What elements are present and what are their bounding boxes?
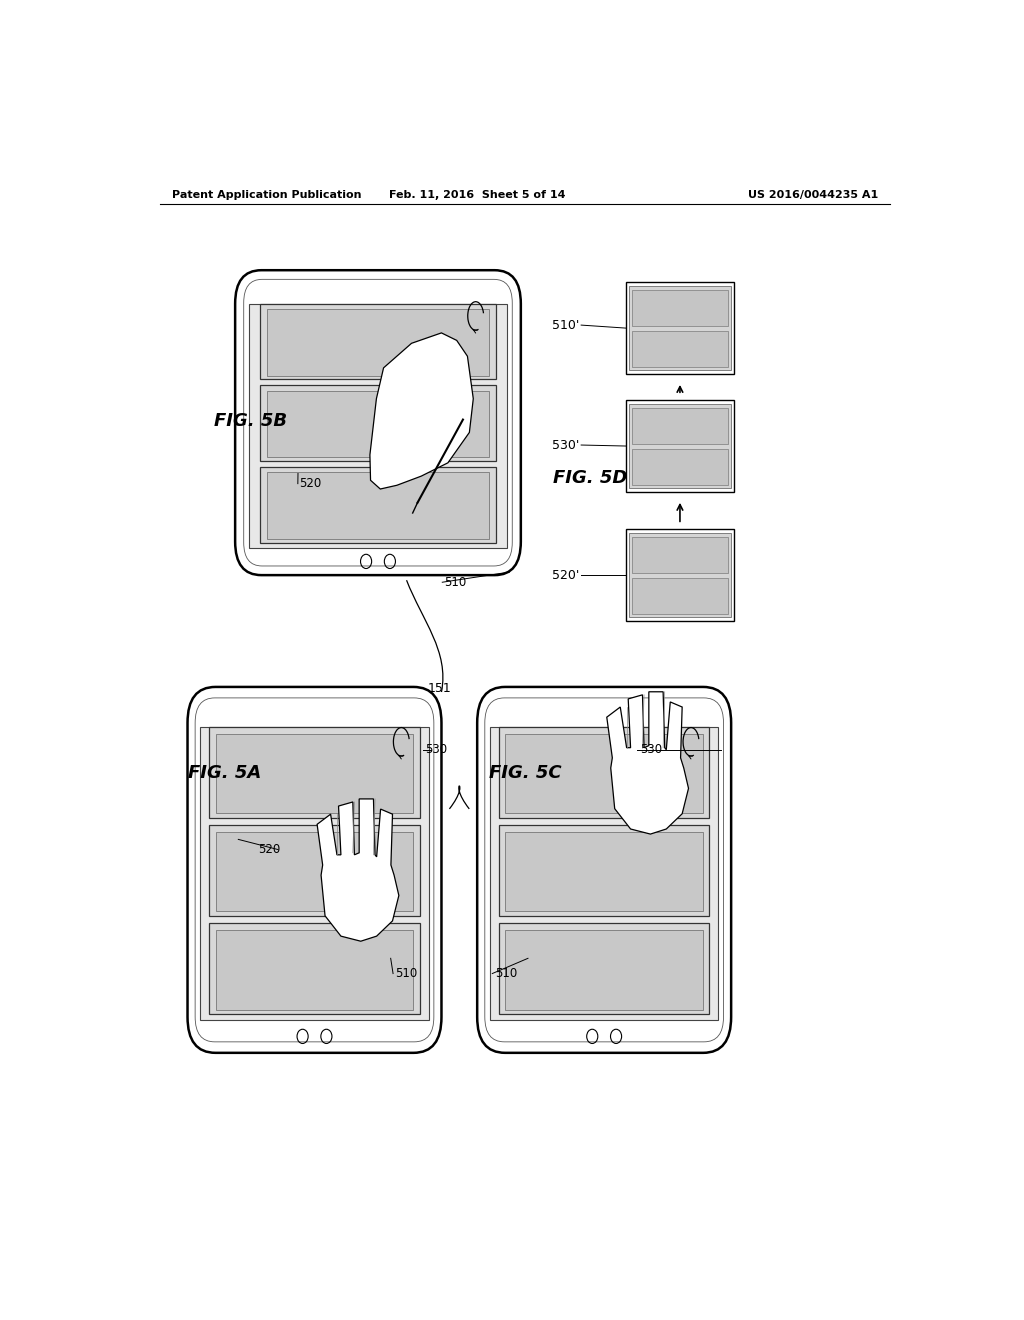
Bar [209, 825, 420, 916]
Text: FIG. 5A: FIG. 5A [187, 764, 261, 783]
Text: Patent Application Publication: Patent Application Publication [172, 190, 361, 201]
Text: 510: 510 [395, 968, 418, 979]
Polygon shape [607, 692, 688, 834]
Bar [260, 467, 497, 543]
Bar [505, 734, 703, 813]
Text: 510: 510 [443, 576, 466, 589]
Bar [632, 289, 728, 326]
FancyBboxPatch shape [236, 271, 521, 576]
Text: 520: 520 [299, 477, 322, 490]
Text: 530: 530 [640, 743, 662, 756]
Bar [267, 391, 489, 457]
Bar [627, 400, 733, 492]
Bar [627, 529, 733, 620]
Text: 510: 510 [495, 968, 517, 979]
FancyBboxPatch shape [187, 686, 441, 1053]
Bar [209, 923, 420, 1014]
Bar [632, 331, 728, 367]
Text: 530': 530' [552, 438, 580, 451]
Bar [629, 533, 731, 618]
Text: FIG. 5D: FIG. 5D [553, 469, 628, 487]
Bar [499, 923, 710, 1014]
Text: 520': 520' [552, 569, 580, 582]
Bar [632, 449, 728, 486]
Bar [267, 309, 489, 376]
Bar [632, 578, 728, 614]
Bar [499, 727, 710, 818]
Text: FIG. 5B: FIG. 5B [214, 412, 287, 429]
Text: 151: 151 [428, 682, 452, 696]
Bar [629, 404, 731, 488]
Polygon shape [370, 333, 473, 488]
Bar [250, 304, 507, 548]
Bar [209, 727, 420, 818]
Bar [627, 282, 733, 374]
Bar [505, 929, 703, 1010]
Text: US 2016/0044235 A1: US 2016/0044235 A1 [748, 190, 878, 201]
Text: 530: 530 [426, 743, 447, 756]
Bar [260, 304, 497, 379]
FancyBboxPatch shape [477, 686, 731, 1053]
Bar [629, 286, 731, 370]
Bar [267, 473, 489, 539]
Bar [499, 825, 710, 916]
Bar [216, 734, 414, 813]
Bar [216, 832, 414, 911]
Text: FIG. 5C: FIG. 5C [489, 764, 562, 783]
Bar [632, 537, 728, 573]
Polygon shape [317, 799, 399, 941]
Text: 510': 510' [552, 318, 580, 331]
Bar [260, 385, 497, 461]
Text: 520: 520 [258, 843, 281, 857]
Text: Feb. 11, 2016  Sheet 5 of 14: Feb. 11, 2016 Sheet 5 of 14 [389, 190, 565, 201]
Bar [216, 929, 414, 1010]
Bar [201, 727, 429, 1020]
Bar [632, 408, 728, 445]
Bar [489, 727, 719, 1020]
Bar [505, 832, 703, 911]
